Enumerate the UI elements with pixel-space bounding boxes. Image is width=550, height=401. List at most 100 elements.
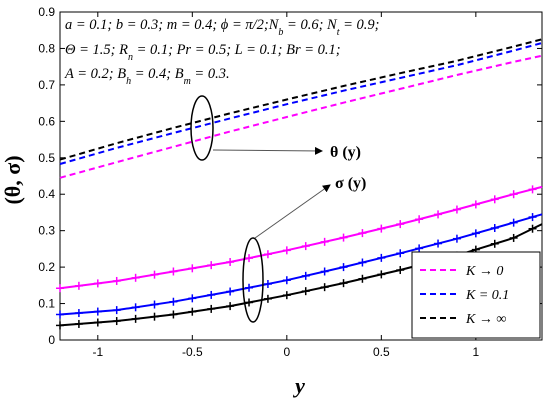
series-sigma-4-marker: [131, 303, 140, 312]
y-tick-label: 0.3: [38, 224, 55, 238]
series-sigma-3-marker: [339, 233, 348, 242]
theta-ellipse: [190, 95, 214, 161]
series-sigma-5-marker: [377, 270, 386, 279]
series-sigma-4-marker: [226, 287, 235, 296]
series-sigma-3-marker: [150, 270, 159, 279]
series-sigma-3-marker: [509, 190, 518, 199]
series-sigma-4-marker: [56, 310, 64, 319]
legend: K → 0 K = 0.1 K → ∞: [411, 251, 541, 339]
series-sigma-3-marker: [207, 261, 216, 270]
series-sigma-4-marker: [188, 294, 197, 303]
series-sigma-3-marker: [528, 185, 537, 194]
series-sigma-5-marker: [131, 314, 140, 323]
series-sigma-3-marker: [131, 273, 140, 282]
series-sigma-4-marker: [490, 223, 499, 232]
series-sigma-3-marker: [263, 250, 272, 259]
series-sigma-4-marker: [112, 306, 121, 315]
series-sigma-4-marker: [415, 244, 424, 253]
series-sigma-5-marker: [150, 312, 159, 321]
series-sigma-5-line: [59, 223, 543, 327]
series-sigma-3-marker: [377, 224, 386, 233]
series-sigma-3-marker: [320, 237, 329, 246]
series-sigma-3-marker: [358, 229, 367, 238]
series-sigma-3-marker: [93, 279, 102, 288]
theta-annotation: θ (y): [330, 144, 361, 161]
series-sigma-5-marker: [207, 304, 216, 313]
y-tick-label: 0.1: [38, 297, 55, 311]
series-sigma-4-marker: [377, 253, 386, 262]
y-tick-label: 0.7: [38, 78, 55, 92]
param-line-1: a = 0.1; b = 0.3; m = 0.4; ϕ = π/2;Nb = …: [65, 17, 379, 38]
series-sigma-4-marker: [358, 258, 367, 267]
series-sigma-4-line: [59, 213, 543, 316]
series-sigma-5-marker: [282, 291, 291, 300]
series-sigma-5-marker: [263, 294, 272, 303]
sigma-arrow: [254, 184, 331, 239]
y-tick-label: 0.9: [38, 5, 55, 19]
series-sigma-5-marker: [528, 224, 537, 233]
series-sigma-4-marker: [396, 249, 405, 258]
series-sigma-4-marker: [434, 239, 443, 248]
series-sigma-3-marker: [452, 205, 461, 214]
series-theta-1-line: [59, 42, 543, 165]
x-tick-label: -0.5: [182, 345, 203, 359]
series-sigma-5-marker: [74, 319, 83, 328]
y-axis-label: (θ, σ): [0, 155, 25, 204]
parameter-text: a = 0.1; b = 0.3; m = 0.4; ϕ = π/2;Nb = …: [64, 17, 379, 87]
series-sigma-5-marker: [358, 274, 367, 283]
series-sigma-4-marker: [509, 218, 518, 227]
series-sigma-3-marker: [226, 258, 235, 267]
series-sigma-3-marker: [245, 254, 254, 263]
series-sigma-3-marker: [396, 220, 405, 229]
series-sigma-3-marker: [415, 215, 424, 224]
series-sigma-4-marker: [282, 276, 291, 285]
series-sigma-4-marker: [301, 271, 310, 280]
series-sigma-4-marker: [320, 267, 329, 276]
theta-arrow: [212, 146, 323, 155]
series-sigma-3-marker: [490, 195, 499, 204]
y-tick-label: 0.8: [38, 41, 55, 55]
series-sigma-4-marker: [339, 263, 348, 272]
series-sigma-5-marker: [490, 239, 499, 248]
legend-label: K = 0.1: [465, 288, 509, 303]
series-sigma-5-marker: [226, 302, 235, 311]
series-sigma-5-marker: [396, 266, 405, 275]
series-sigma-5-marker: [93, 318, 102, 327]
sigma-ellipse: [242, 237, 264, 323]
legend-label: K → 0: [465, 264, 503, 279]
series-sigma-3-marker: [74, 281, 83, 290]
series-layer: [56, 38, 543, 330]
sigma-annotation: σ (y): [335, 175, 366, 192]
x-tick-label: -1: [92, 345, 103, 359]
series-sigma-3-marker: [169, 267, 178, 276]
series-theta-2-line: [59, 38, 543, 161]
series-sigma-3-marker: [56, 284, 64, 293]
series-sigma-5-marker: [56, 321, 64, 330]
y-tick-label: 0.6: [38, 114, 55, 128]
series-sigma-3-marker: [434, 210, 443, 219]
series-sigma-3-line: [59, 185, 543, 290]
series-sigma-5-marker: [320, 283, 329, 292]
series-sigma-3-marker: [112, 276, 121, 285]
x-tick-label: 1: [472, 345, 479, 359]
series-sigma-5-marker: [245, 298, 254, 307]
x-axis-label: y: [292, 373, 305, 398]
series-sigma-4-marker: [452, 234, 461, 243]
series-sigma-3-marker: [301, 242, 310, 251]
y-tick-label: 0.2: [38, 260, 55, 274]
series-sigma-3-marker: [188, 264, 197, 273]
series-sigma-4-marker: [207, 290, 216, 299]
series-sigma-4-marker: [150, 300, 159, 309]
y-tick-label: 0.4: [38, 187, 55, 201]
series-sigma-3-marker: [282, 246, 291, 255]
y-tick-label: 0: [48, 333, 55, 347]
series-theta-0-line: [59, 54, 543, 179]
series-sigma-4-marker: [471, 229, 480, 238]
series-sigma-5-marker: [112, 317, 121, 326]
param-line-2: Θ = 1.5; Rn = 0.1; Pr = 0.5; L = 0.1; Br…: [65, 42, 341, 63]
series-sigma-5-marker: [509, 233, 518, 242]
legend-label: K → ∞: [465, 312, 506, 327]
series-sigma-5-marker: [301, 287, 310, 296]
series-sigma-3-marker: [471, 200, 480, 209]
